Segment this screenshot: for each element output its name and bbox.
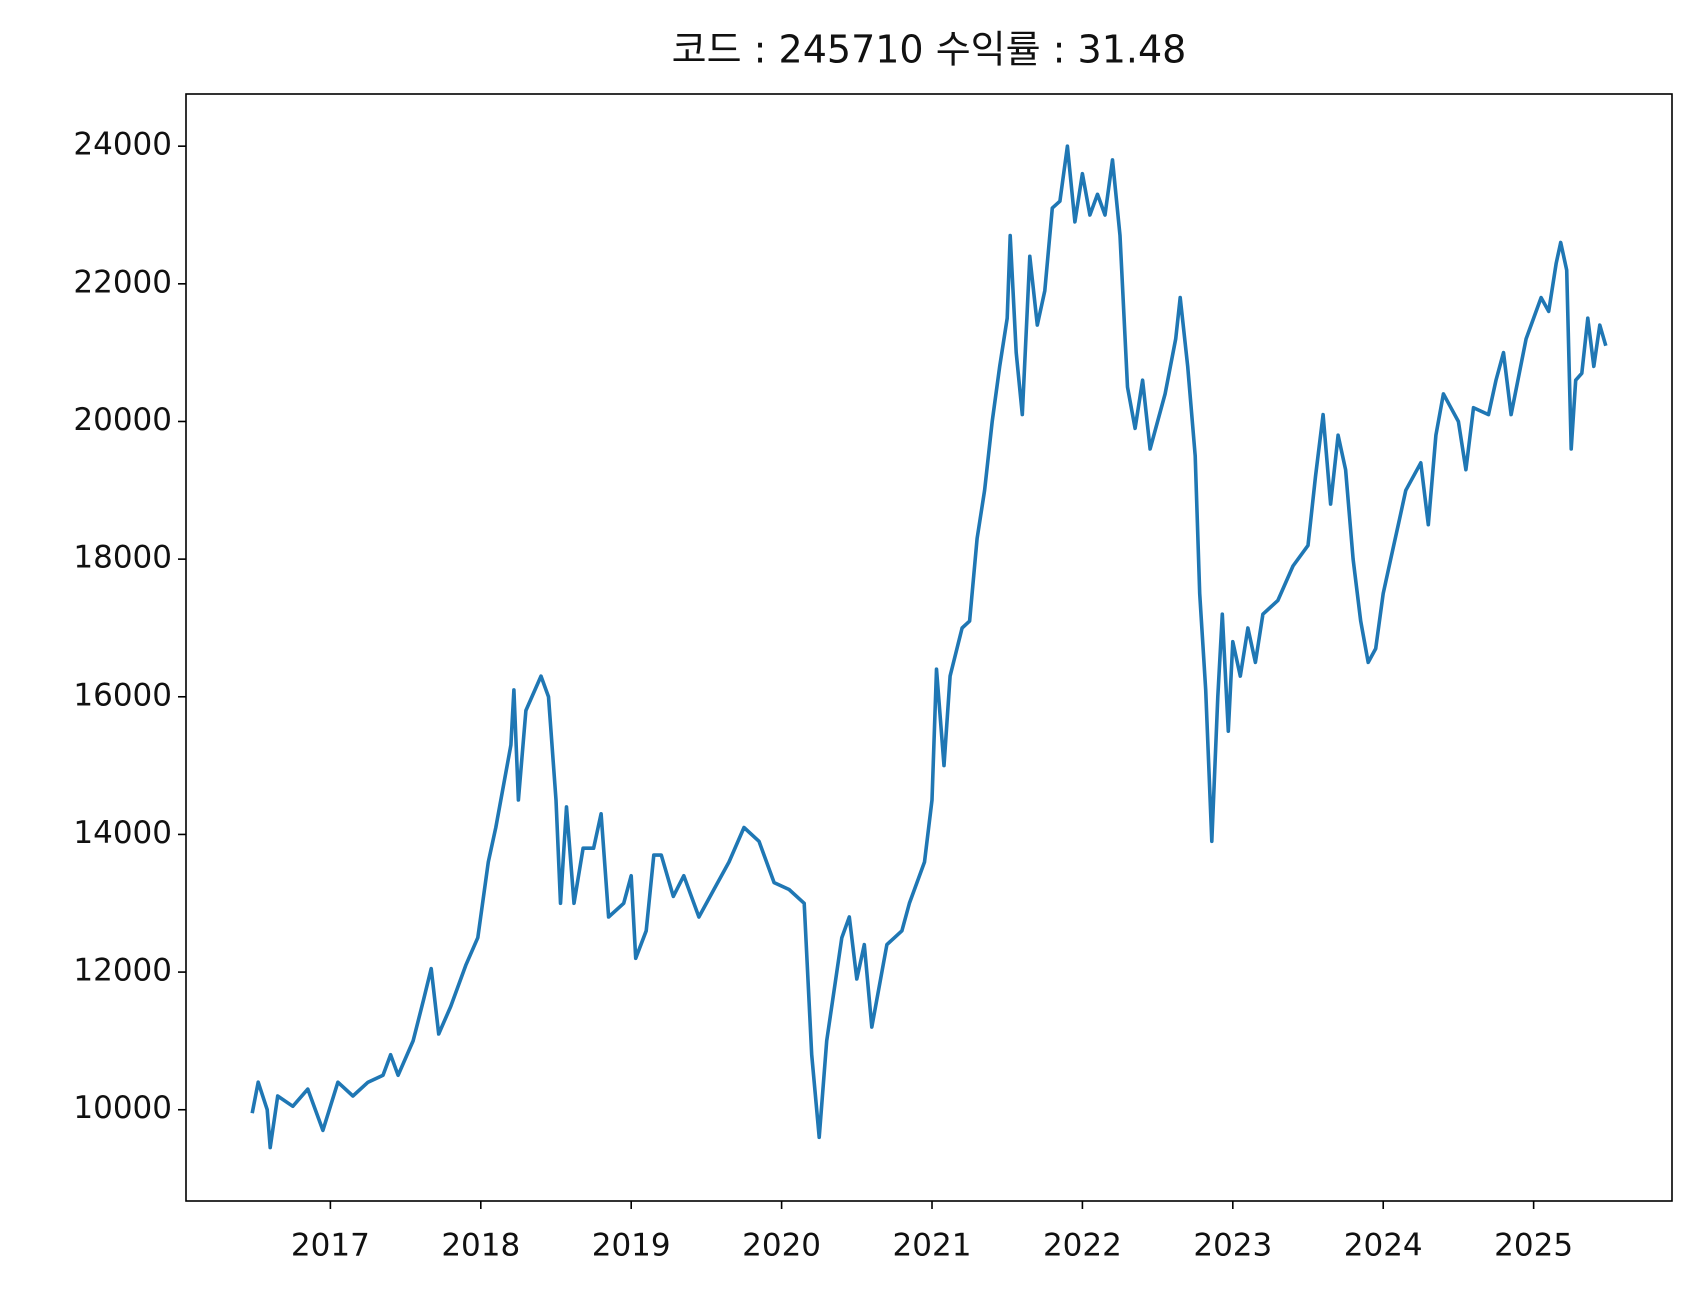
y-tick-label: 24000: [73, 127, 172, 163]
chart-title: 코드 : 245710 수익률 : 31.48: [672, 28, 1187, 72]
y-tick-label: 12000: [73, 953, 172, 989]
y-tick-label: 18000: [73, 540, 172, 576]
x-tick-label: 2018: [441, 1228, 520, 1264]
x-tick-label: 2022: [1043, 1228, 1122, 1264]
y-tick-label: 16000: [73, 677, 172, 713]
x-tick-label: 2021: [893, 1228, 972, 1264]
x-tick-label: 2025: [1494, 1228, 1573, 1264]
y-tick-label: 14000: [73, 815, 172, 851]
x-tick-label: 2024: [1344, 1228, 1423, 1264]
y-tick-label: 10000: [73, 1090, 172, 1126]
y-tick-label: 22000: [73, 264, 172, 300]
price-line: [250, 144, 1608, 1150]
y-tick-label: 20000: [73, 402, 172, 438]
x-tick-label: 2017: [291, 1228, 370, 1264]
plot-frame: [185, 93, 1673, 1202]
x-tick-label: 2020: [742, 1228, 821, 1264]
x-tick-label: 2023: [1193, 1228, 1272, 1264]
x-tick-label: 2019: [592, 1228, 671, 1264]
